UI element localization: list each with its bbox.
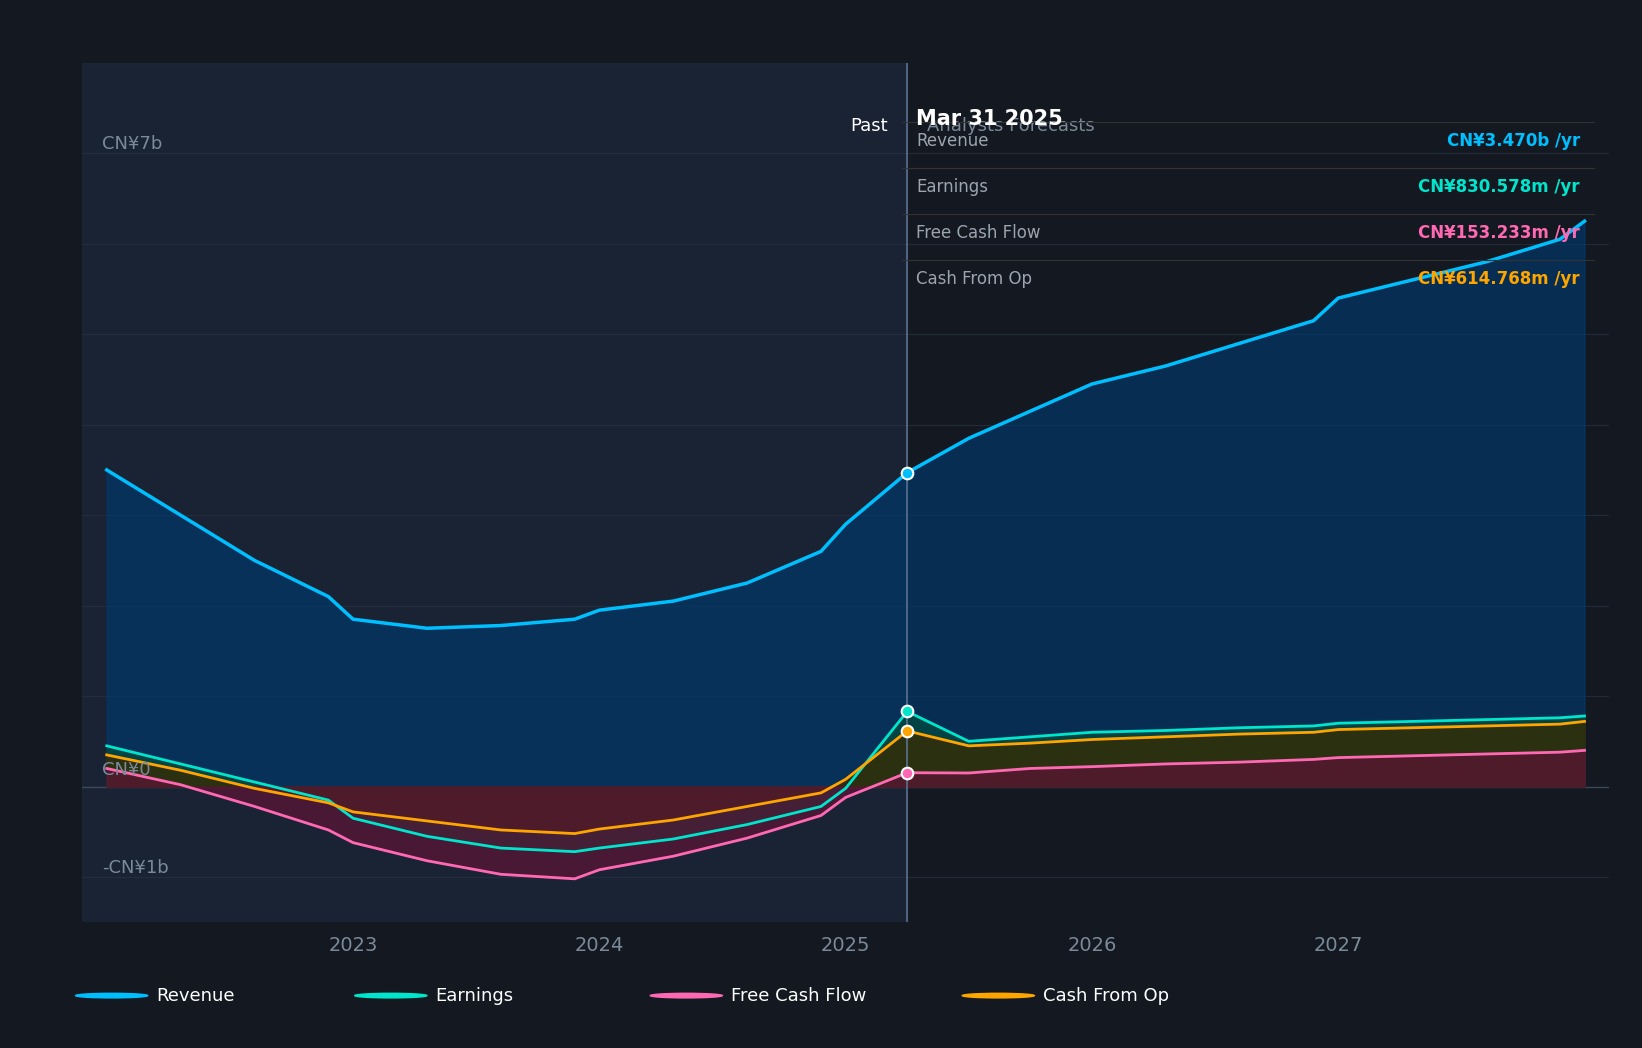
Text: CN¥7b: CN¥7b [102,135,163,153]
Point [893,722,920,739]
Bar [82,63,906,922]
Text: Free Cash Flow: Free Cash Flow [731,986,865,1005]
Text: CN¥614.768m /yr: CN¥614.768m /yr [1419,270,1580,288]
Text: Revenue: Revenue [916,132,988,150]
Text: Free Cash Flow: Free Cash Flow [916,224,1041,242]
Text: -CN¥1b: -CN¥1b [102,859,169,877]
Text: Earnings: Earnings [916,178,988,196]
Text: Cash From Op: Cash From Op [1043,986,1169,1005]
Text: CN¥830.578m /yr: CN¥830.578m /yr [1419,178,1580,196]
Text: Analysts Forecasts: Analysts Forecasts [926,117,1095,135]
Text: Mar 31 2025: Mar 31 2025 [916,109,1062,129]
Circle shape [355,994,427,998]
Text: Cash From Op: Cash From Op [916,270,1033,288]
Circle shape [650,994,722,998]
Text: Earnings: Earnings [435,986,514,1005]
Text: Past: Past [851,117,887,135]
Text: CN¥3.470b /yr: CN¥3.470b /yr [1447,132,1580,150]
Point [893,464,920,481]
Circle shape [76,994,148,998]
Point [893,764,920,781]
Text: CN¥0: CN¥0 [102,761,151,780]
Point [893,703,920,720]
Text: Revenue: Revenue [156,986,235,1005]
Text: CN¥153.233m /yr: CN¥153.233m /yr [1419,224,1580,242]
Circle shape [962,994,1034,998]
